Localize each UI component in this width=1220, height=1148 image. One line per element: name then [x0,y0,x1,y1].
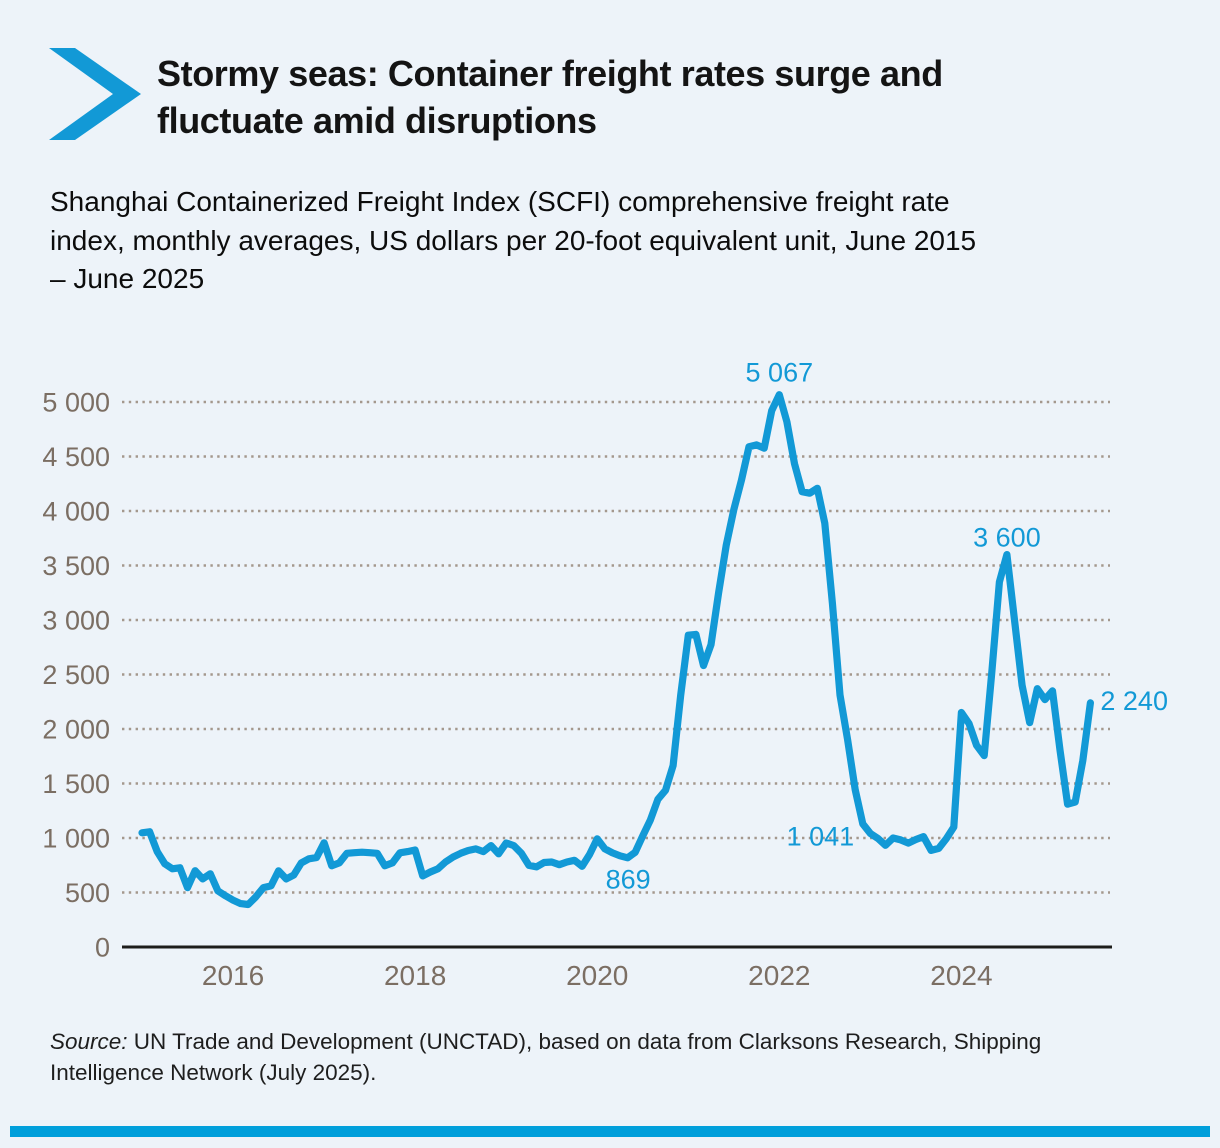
page-title-line2: fluctuate amid disruptions [157,100,597,141]
y-axis-tick-label: 2 500 [42,660,110,690]
y-axis-tick-label: 3 500 [42,551,110,581]
x-axis-tick-label: 2016 [202,960,264,991]
y-axis-tick-label: 0 [95,933,110,963]
source-note-line1: Source: UN Trade and Development (UNCTAD… [50,1026,1180,1057]
y-axis-tick-label: 1 000 [42,824,110,854]
chart-subtitle-line3: – June 2025 [50,263,205,294]
data-point-label: 2 240 [1100,686,1168,716]
y-axis-tick-label: 4 500 [42,442,110,472]
page-title: Stormy seas: Container freight rates sur… [157,50,1177,144]
chart-subtitle-line1: Shanghai Containerized Freight Index (SC… [50,186,950,217]
x-axis-tick-label: 2018 [384,960,446,991]
source-note: Source: UN Trade and Development (UNCTAD… [50,1026,1180,1088]
footer-accent-bar [10,1126,1210,1137]
x-axis-tick-label: 2024 [930,960,992,991]
x-axis-tick-label: 2020 [566,960,628,991]
data-point-label: 1 041 [787,822,855,852]
y-axis-tick-label: 4 000 [42,497,110,527]
data-point-label: 5 067 [746,358,814,388]
source-note-line2: Intelligence Network (July 2025). [50,1060,377,1085]
page-title-line1: Stormy seas: Container freight rates sur… [157,53,943,94]
data-point-label: 869 [606,864,651,894]
chart-subtitle: Shanghai Containerized Freight Index (SC… [50,183,1190,299]
y-axis-tick-label: 1 500 [42,769,110,799]
chevron-icon [49,48,141,140]
source-text: UN Trade and Development (UNCTAD), based… [127,1029,1042,1054]
data-point-label: 3 600 [973,523,1041,553]
chart-subtitle-line2: index, monthly averages, US dollars per … [50,224,977,256]
y-axis-tick-label: 5 000 [42,388,110,418]
x-axis-tick-label: 2022 [748,960,810,991]
source-label: Source: [50,1029,128,1054]
y-axis-tick-label: 500 [65,878,110,908]
y-axis-tick-label: 2 000 [42,715,110,745]
scfi-series-line [138,391,1095,909]
y-axis-tick-label: 3 000 [42,606,110,636]
